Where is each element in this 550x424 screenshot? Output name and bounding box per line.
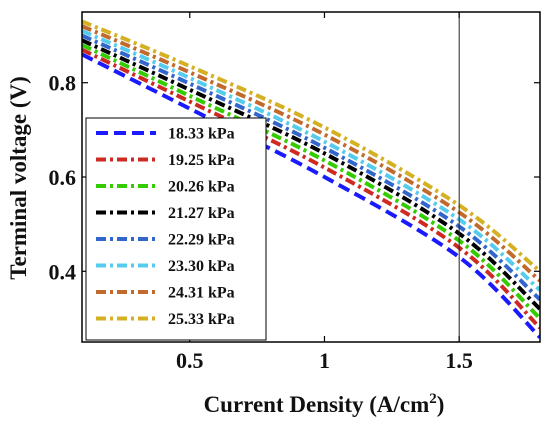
legend-item: 21.27 kPa bbox=[96, 205, 235, 222]
x-axis-title-superscript: 2 bbox=[429, 391, 437, 407]
axis-ticks: 0.5 1 1.5 0.4 0.6 0.8 bbox=[49, 12, 540, 373]
x-tick-label: 1.5 bbox=[445, 348, 473, 373]
legend-label: 19.25 kPa bbox=[168, 152, 235, 169]
x-tick-label: 0.5 bbox=[176, 348, 204, 373]
y-tick-label: 0.6 bbox=[49, 165, 77, 190]
series-line-6 bbox=[82, 29, 540, 292]
y-tick-label: 0.4 bbox=[49, 259, 77, 284]
legend-item: 19.25 kPa bbox=[96, 152, 235, 169]
legend-item: 20.26 kPa bbox=[96, 179, 235, 196]
legend-label: 18.33 kPa bbox=[168, 126, 235, 143]
series-layer bbox=[82, 19, 540, 339]
x-axis-title-suffix: ) bbox=[437, 392, 445, 417]
series-line-1 bbox=[82, 52, 540, 339]
y-axis-title: Terminal voltage (V) bbox=[6, 76, 31, 280]
legend-item: 18.33 kPa bbox=[96, 126, 235, 143]
legend-item: 23.30 kPa bbox=[96, 258, 235, 275]
series-line-4 bbox=[82, 38, 540, 311]
legend-item: 22.29 kPa bbox=[96, 232, 235, 249]
legend-label: 25.33 kPa bbox=[168, 311, 235, 328]
series-line-3 bbox=[82, 43, 540, 320]
series-line-5 bbox=[82, 33, 540, 302]
x-axis-title-main: Current Density (A/cm bbox=[204, 392, 430, 417]
legend-label: 21.27 kPa bbox=[168, 205, 235, 222]
legend: 18.33 kPa 19.25 kPa 20.26 kPa 21.27 kPa 22.2… bbox=[85, 117, 267, 341]
x-axis-title: Current Density (A/cm2) bbox=[204, 391, 445, 417]
legend-label: 20.26 kPa bbox=[168, 179, 235, 196]
legend-label: 22.29 kPa bbox=[168, 232, 235, 249]
y-tick-label: 0.8 bbox=[49, 71, 77, 96]
legend-label: 24.31 kPa bbox=[168, 285, 235, 302]
series-line-2 bbox=[82, 47, 540, 330]
legend-label: 23.30 kPa bbox=[168, 258, 235, 275]
series-line-7 bbox=[82, 24, 540, 283]
legend-box bbox=[85, 117, 267, 341]
x-tick-label: 1 bbox=[319, 348, 330, 373]
legend-item: 24.31 kPa bbox=[96, 285, 235, 302]
legend-item: 25.33 kPa bbox=[96, 311, 235, 328]
